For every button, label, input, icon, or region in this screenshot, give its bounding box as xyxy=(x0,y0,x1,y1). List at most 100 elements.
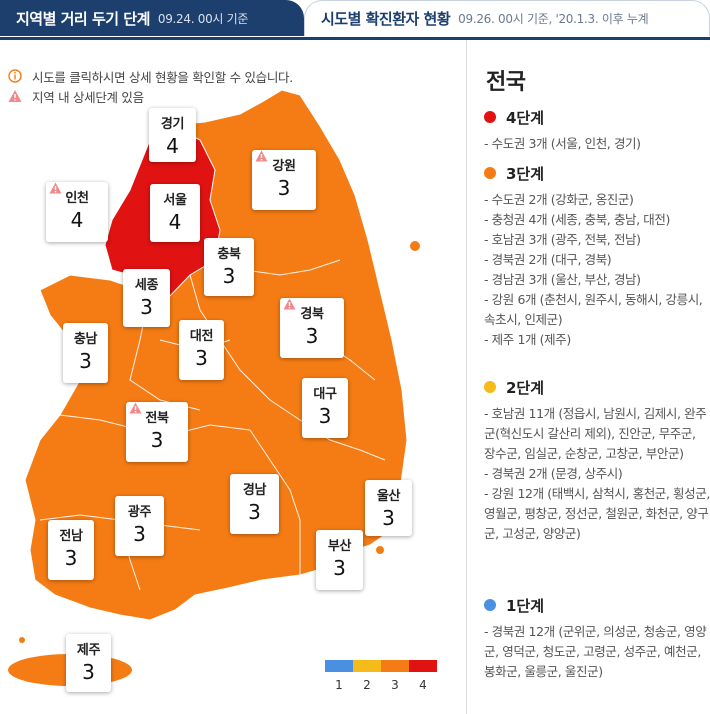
region-level: 3 xyxy=(133,522,146,546)
level-item: - 수도권 2개 (강화군, 옹진군) xyxy=(484,192,634,207)
region-level: 3 xyxy=(222,264,236,288)
level-item: - 제주 1개 (제주) xyxy=(484,332,571,347)
level-label: 4단계 xyxy=(506,108,545,127)
region-name: 부산 xyxy=(327,538,352,554)
region-name: 강원 xyxy=(272,158,296,174)
level-label: 1단계 xyxy=(506,596,545,615)
level-label: 3단계 xyxy=(506,164,545,183)
warning-triangle-icon xyxy=(49,182,62,194)
region-level: 4 xyxy=(166,134,179,158)
region-name: 경남 xyxy=(242,482,267,498)
level-label: 2단계 xyxy=(506,378,545,397)
legend-bar-2 xyxy=(353,660,381,672)
level-block-3: 3단계 - 수도권 2개 (강화군, 옹진군) - 충청권 4개 (세종, 충북… xyxy=(484,162,710,350)
legend-bars xyxy=(325,660,437,672)
level-item: - 강원 12개 (태백시, 삼척시, 홍천군, 횡성군, 영월군, 평창군, … xyxy=(484,486,710,541)
legend-numbers: 1 2 3 4 xyxy=(325,678,437,692)
level-item: - 호남권 3개 (광주, 전북, 전남) xyxy=(484,232,641,247)
region-card-daejeon[interactable]: 대전 3 xyxy=(179,320,224,380)
region-name: 대구 xyxy=(313,386,337,402)
level-dot-icon xyxy=(484,111,496,123)
info-circle-icon xyxy=(8,69,22,83)
map-island xyxy=(410,241,420,251)
level-dot-icon xyxy=(484,381,496,393)
tab-distancing-level[interactable]: 지역별 거리 두기 단계 09.24. 00시 기준 xyxy=(0,0,304,36)
warning-triangle-icon xyxy=(129,402,142,414)
region-card-chungbuk[interactable]: 충북 3 xyxy=(204,238,254,296)
level-item: - 경북권 2개 (문경, 상주시) xyxy=(484,466,623,481)
region-card-jeonbuk[interactable]: 전북 3 xyxy=(126,402,188,462)
level-item: - 강원 6개 (춘천시, 원주시, 동해시, 강릉시, 속초시, 인제군) xyxy=(484,292,703,327)
region-level: 3 xyxy=(277,176,291,200)
region-card-gyeongbuk[interactable]: 경북 3 xyxy=(280,298,344,358)
region-level: 3 xyxy=(248,500,261,524)
region-card-ulsan[interactable]: 울산 3 xyxy=(365,480,412,536)
level-item: - 경북권 2개 (대구, 경북) xyxy=(484,252,612,267)
level-item: - 수도권 3개 (서울, 인천, 경기) xyxy=(484,136,641,151)
note-text: 지역 내 상세단계 있음 xyxy=(32,89,144,105)
note-text: 시도를 클릭하시면 상세 현황을 확인할 수 있습니다. xyxy=(32,69,293,85)
legend-number: 1 xyxy=(335,678,343,692)
region-name: 인천 xyxy=(65,190,89,206)
region-card-sejong[interactable]: 세종 3 xyxy=(123,269,170,327)
region-name: 광주 xyxy=(127,504,152,520)
map-notes: 시도를 클릭하시면 상세 현황을 확인할 수 있습니다. 지역 내 상세단계 있… xyxy=(8,66,293,106)
region-card-busan[interactable]: 부산 3 xyxy=(316,530,363,590)
region-level: 3 xyxy=(64,546,78,570)
level-dot-icon xyxy=(484,167,496,179)
level-block-1: 1단계 - 경북권 12개 (군위군, 의성군, 청송군, 영양군, 영덕군, … xyxy=(484,594,710,682)
level-block-4: 4단계 - 수도권 3개 (서울, 인천, 경기) xyxy=(484,106,710,154)
region-card-gwangju[interactable]: 광주 3 xyxy=(115,496,164,556)
tab-title: 시도별 확진환자 현황 xyxy=(321,10,451,28)
level-dot-icon xyxy=(484,599,496,611)
region-name: 서울 xyxy=(163,192,187,208)
region-card-chungnam[interactable]: 충남 3 xyxy=(63,323,108,383)
tab-subtitle: 09.24. 00시 기준 xyxy=(157,11,249,26)
region-card-incheon[interactable]: 인천 4 xyxy=(46,182,108,242)
region-name: 제주 xyxy=(76,642,101,658)
warning-triangle-icon xyxy=(8,90,22,102)
region-name: 울산 xyxy=(376,488,401,504)
warning-triangle-icon xyxy=(255,150,268,162)
level-legend: 1 2 3 4 xyxy=(325,660,437,692)
region-level: 4 xyxy=(168,210,182,234)
region-name: 대전 xyxy=(189,328,214,344)
region-card-seoul[interactable]: 서울 4 xyxy=(150,184,200,242)
region-card-gangwon[interactable]: 강원 3 xyxy=(252,150,316,210)
level-block-2: 2단계 - 호남권 11개 (정읍시, 남원시, 김제시, 완주군(혁신도시 갈… xyxy=(484,376,710,544)
region-level: 3 xyxy=(305,324,319,348)
region-name: 전남 xyxy=(59,528,83,544)
panel-divider xyxy=(466,40,467,714)
note-click-info: 시도를 클릭하시면 상세 현황을 확인할 수 있습니다. xyxy=(8,66,293,86)
region-level: 3 xyxy=(79,349,92,373)
region-level: 3 xyxy=(140,295,153,319)
level-summary-panel: 전국 4단계 - 수도권 3개 (서울, 인천, 경기) 3단계 - 수도권 2… xyxy=(476,40,710,714)
tab-title: 지역별 거리 두기 단계 xyxy=(16,9,150,28)
region-name: 전북 xyxy=(145,410,169,426)
tab-confirmed-cases[interactable]: 시도별 확진환자 현황 09.26. 00시 기준, '20.1.3. 이후 누… xyxy=(304,0,710,36)
map-island xyxy=(19,637,25,643)
region-name: 충남 xyxy=(73,331,98,347)
region-name: 충북 xyxy=(217,246,241,262)
region-level: 3 xyxy=(333,556,346,580)
legend-bar-4 xyxy=(409,660,437,672)
region-level: 3 xyxy=(318,404,332,428)
level-item: - 경남권 3개 (울산, 부산, 경남) xyxy=(484,272,641,287)
note-warning: 지역 내 상세단계 있음 xyxy=(8,86,293,106)
region-name: 경북 xyxy=(300,306,324,322)
level-item: - 경북권 12개 (군위군, 의성군, 청송군, 영양군, 영덕군, 청도군,… xyxy=(484,624,707,679)
region-card-jeonnam[interactable]: 전남 3 xyxy=(48,520,94,580)
region-level: 3 xyxy=(150,428,164,452)
warning-triangle-icon xyxy=(283,298,296,310)
legend-number: 4 xyxy=(419,678,427,692)
tab-subtitle: 09.26. 00시 기준, '20.1.3. 이후 누계 xyxy=(458,12,649,26)
legend-number: 2 xyxy=(363,678,371,692)
legend-bar-1 xyxy=(325,660,353,672)
region-card-daegu[interactable]: 대구 3 xyxy=(302,378,348,438)
region-card-gyeongnam[interactable]: 경남 3 xyxy=(230,474,279,534)
region-card-gyeonggi[interactable]: 경기 4 xyxy=(149,108,196,162)
level-item: - 충청권 4개 (세종, 충북, 충남, 대전) xyxy=(484,212,670,227)
map-island xyxy=(376,546,384,554)
region-card-jeju[interactable]: 제주 3 xyxy=(66,634,111,692)
region-name: 경기 xyxy=(160,116,185,132)
